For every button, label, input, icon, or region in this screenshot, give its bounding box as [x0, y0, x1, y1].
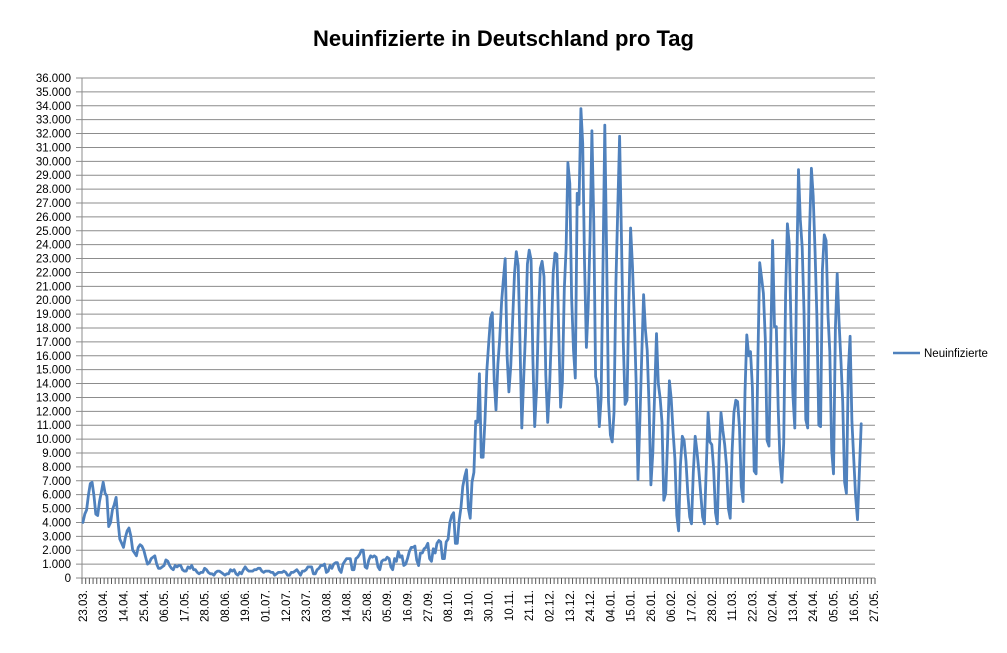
legend: Neuinfizierte	[893, 348, 988, 360]
x-axis-tick-label: 04.01.	[605, 590, 617, 622]
y-axis-tick-label: 9.000	[42, 448, 71, 460]
x-axis-tick-label: 13.12.	[565, 590, 577, 622]
x-axis-tick-label: 05.05.	[829, 590, 841, 622]
x-axis-tick-label: 03.04.	[98, 590, 110, 622]
y-axis-tick-label: 10.000	[36, 434, 71, 446]
x-axis-tick-label: 02.12.	[545, 590, 557, 622]
x-axis-tick-label: 05.09.	[382, 590, 394, 622]
y-axis-tick-label: 35.000	[36, 87, 71, 99]
axes-group	[81, 78, 876, 584]
x-axis-tick-label: 17.02.	[687, 590, 699, 622]
y-axis-tick-label: 2.000	[42, 545, 71, 557]
x-axis-tick-label: 08.10.	[443, 590, 455, 622]
y-axis-tick-label: 29.000	[36, 170, 71, 182]
x-axis-tick-label: 01.07.	[260, 590, 272, 622]
x-axis-tick-label: 30.10.	[484, 590, 496, 622]
x-axis-tick-label: 03.08.	[321, 590, 333, 622]
y-axis-tick-label: 26.000	[36, 212, 71, 224]
x-axis-tick-label: 15.01.	[626, 590, 638, 622]
y-axis-tick-label: 19.000	[36, 309, 71, 321]
x-axis-tick-label: 24.12.	[585, 590, 597, 622]
y-axis-tick-label: 17.000	[36, 337, 71, 349]
x-axis-tick-label: 27.05.	[869, 590, 881, 622]
y-axis-tick-label: 28.000	[36, 184, 71, 196]
y-axis-tick-label: 20.000	[36, 295, 71, 307]
x-axis-tick-label: 28.02.	[707, 590, 719, 622]
y-axis-tick-label: 32.000	[36, 129, 71, 141]
y-axis-tick-label: 31.000	[36, 142, 71, 154]
gridlines-group	[76, 77, 875, 579]
y-axis-tick-label: 15.000	[36, 365, 71, 377]
y-axis-tick-label: 14.000	[36, 379, 71, 391]
x-axis-tick-label: 19.06.	[240, 590, 252, 622]
y-axis-tick-label: 13.000	[36, 392, 71, 404]
x-axis-tick-label: 26.01.	[646, 590, 658, 622]
x-axis-tick-label: 25.04.	[139, 590, 151, 622]
x-axis-tick-label: 23.07.	[301, 590, 313, 622]
neuinfizierte-line	[81, 107, 863, 577]
x-axis-tick-label: 14.04.	[118, 590, 130, 622]
x-axis-tick-label: 12.07.	[281, 590, 293, 622]
y-axis-tick-label: 4.000	[42, 517, 71, 529]
x-axis-tick-label: 06.05.	[159, 590, 171, 622]
y-axis-tick-label: 24.000	[36, 240, 71, 252]
y-axis-tick-label: 16.000	[36, 351, 71, 363]
y-axis-tick-label: 1.000	[42, 559, 71, 571]
legend-label: Neuinfizierte	[924, 348, 988, 360]
x-axis-tick-label: 21.11.	[524, 590, 536, 621]
x-axis-tick-label: 10.11.	[504, 590, 516, 621]
y-axis-tick-label: 23.000	[36, 254, 71, 266]
y-axis-tick-label: 3.000	[42, 531, 71, 543]
y-axis-tick-label: 8.000	[42, 462, 71, 474]
x-axis-tick-label: 08.06.	[220, 590, 232, 622]
x-axis-tick-label: 06.02.	[666, 590, 678, 622]
x-axis-tick-label: 27.09.	[423, 590, 435, 622]
x-axis-tick-label: 11.03.	[727, 590, 739, 621]
x-axis-tick-label: 13.04.	[788, 590, 800, 622]
x-axis-tick-label: 16.05.	[849, 590, 861, 622]
y-axis-tick-label: 36.000	[36, 73, 71, 85]
y-axis-tick-label: 21.000	[36, 281, 71, 293]
x-axis-tick-label: 02.04.	[768, 590, 780, 622]
y-axis-tick-label: 0	[65, 573, 71, 585]
x-axis-tick-label: 25.08.	[362, 590, 374, 622]
y-axis-tick-label: 27.000	[36, 198, 71, 210]
y-axis-tick-label: 12.000	[36, 406, 71, 418]
x-axis-tick-label: 16.09.	[402, 590, 414, 622]
y-axis-tick-label: 30.000	[36, 156, 71, 168]
y-axis-tick-label: 7.000	[42, 476, 71, 488]
y-axis-tick-label: 18.000	[36, 323, 71, 335]
chart-title: Neuinfizierte in Deutschland pro Tag	[313, 26, 694, 51]
y-axis-tick-label: 33.000	[36, 115, 71, 127]
y-axis-tick-label: 22.000	[36, 267, 71, 279]
y-axis-tick-label: 34.000	[36, 101, 71, 113]
y-axis-tick-label: 6.000	[42, 490, 71, 502]
x-axis-tick-label: 28.05.	[200, 590, 212, 622]
x-axis-tick-label: 14.08.	[342, 590, 354, 622]
x-axis-tick-label: 17.05.	[179, 590, 191, 622]
x-axis-tick-label: 19.10.	[463, 590, 475, 622]
x-axis-tick-label: 22.03.	[747, 590, 759, 622]
y-axis-tick-label: 5.000	[42, 504, 71, 516]
x-axis-tick-label: 23.03.	[78, 590, 90, 622]
y-axis-tick-label: 25.000	[36, 226, 71, 238]
x-axis-tick-label: 24.04.	[808, 590, 820, 622]
data-series-group	[81, 107, 863, 577]
y-axis-tick-label: 11.000	[37, 420, 71, 432]
